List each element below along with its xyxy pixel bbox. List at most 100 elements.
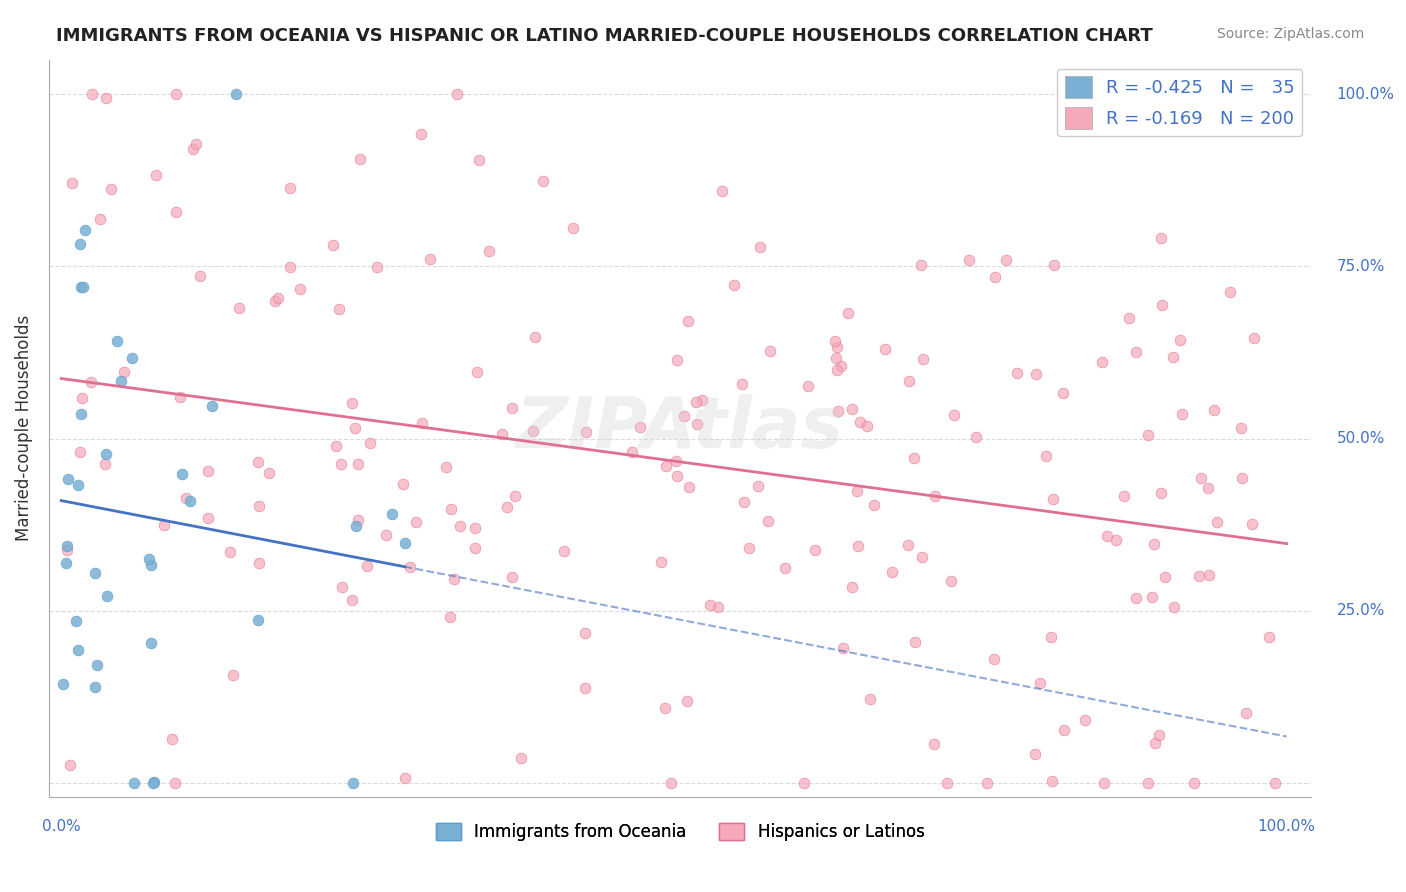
- Point: [347, 513, 370, 527]
- Point: [328, 301, 350, 316]
- Point: [1263, 776, 1285, 790]
- Point: [793, 776, 815, 790]
- Point: [824, 334, 846, 349]
- Point: [699, 598, 721, 612]
- Point: [464, 520, 486, 534]
- Point: [197, 464, 219, 478]
- Point: [738, 541, 761, 556]
- Point: [846, 539, 869, 553]
- Point: [654, 701, 676, 715]
- Y-axis label: Married-couple Households: Married-couple Households: [15, 315, 32, 541]
- Point: [73, 223, 96, 237]
- Point: [82, 87, 104, 101]
- Point: [673, 409, 696, 424]
- Point: [859, 691, 882, 706]
- Point: [278, 260, 301, 275]
- Point: [797, 379, 820, 393]
- Point: [1152, 298, 1174, 312]
- Point: [69, 445, 91, 459]
- Point: [468, 153, 491, 168]
- Point: [1149, 728, 1171, 742]
- Point: [1105, 533, 1128, 548]
- Point: [1229, 420, 1251, 434]
- Point: [86, 658, 108, 673]
- Point: [66, 643, 89, 657]
- Point: [904, 635, 927, 649]
- Point: [747, 478, 769, 492]
- Point: [1143, 537, 1166, 551]
- Point: [628, 419, 651, 434]
- Point: [942, 409, 965, 423]
- Point: [531, 174, 554, 188]
- Point: [56, 472, 79, 486]
- Text: ZIPAtlas: ZIPAtlas: [516, 393, 845, 463]
- Point: [911, 550, 934, 565]
- Point: [1149, 486, 1171, 500]
- Point: [188, 268, 211, 283]
- Point: [983, 652, 1005, 666]
- Point: [1053, 723, 1076, 738]
- Point: [330, 580, 353, 594]
- Point: [52, 676, 75, 690]
- Point: [356, 558, 378, 573]
- Point: [110, 374, 132, 388]
- Point: [665, 454, 688, 468]
- Point: [197, 511, 219, 525]
- Point: [366, 260, 388, 275]
- Point: [655, 459, 678, 474]
- Point: [1188, 569, 1211, 583]
- Point: [65, 614, 87, 628]
- Point: [935, 776, 957, 790]
- Point: [56, 543, 79, 558]
- Point: [218, 545, 240, 559]
- Point: [522, 424, 544, 438]
- Point: [100, 182, 122, 196]
- Point: [1198, 481, 1220, 495]
- Point: [174, 491, 197, 505]
- Point: [756, 514, 779, 528]
- Point: [666, 469, 689, 483]
- Point: [138, 551, 160, 566]
- Point: [1091, 354, 1114, 368]
- Point: [66, 478, 89, 492]
- Point: [911, 352, 934, 367]
- Point: [375, 528, 398, 542]
- Point: [965, 430, 987, 444]
- Point: [501, 401, 523, 416]
- Point: [225, 87, 247, 101]
- Point: [730, 377, 752, 392]
- Point: [343, 421, 366, 435]
- Point: [359, 435, 381, 450]
- Point: [1039, 630, 1062, 644]
- Point: [903, 450, 925, 465]
- Point: [94, 447, 117, 461]
- Point: [880, 565, 903, 579]
- Point: [80, 375, 103, 389]
- Point: [142, 776, 165, 790]
- Point: [247, 613, 270, 627]
- Point: [409, 127, 432, 141]
- Point: [436, 460, 458, 475]
- Point: [153, 517, 176, 532]
- Point: [939, 574, 962, 588]
- Point: [1125, 591, 1147, 605]
- Point: [1144, 736, 1167, 750]
- Point: [70, 280, 93, 294]
- Point: [1184, 776, 1206, 790]
- Point: [84, 680, 107, 694]
- Point: [1040, 773, 1063, 788]
- Point: [1241, 517, 1264, 532]
- Point: [325, 439, 347, 453]
- Point: [1028, 676, 1050, 690]
- Point: [84, 566, 107, 580]
- Point: [56, 540, 79, 554]
- Point: [399, 559, 422, 574]
- Point: [70, 408, 93, 422]
- Point: [841, 401, 863, 416]
- Point: [247, 455, 270, 469]
- Point: [863, 498, 886, 512]
- Point: [825, 351, 848, 365]
- Point: [574, 625, 596, 640]
- Point: [160, 731, 183, 746]
- Point: [340, 592, 363, 607]
